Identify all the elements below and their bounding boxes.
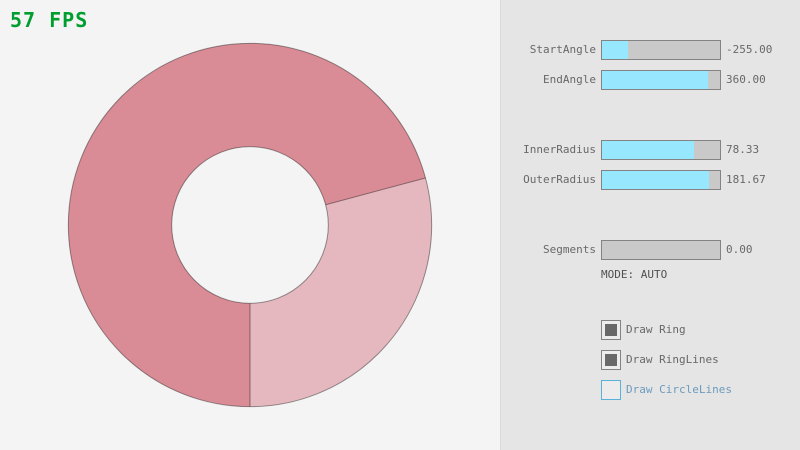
slider-row-segments: Segments 0.00 bbox=[501, 240, 800, 260]
checkbox-draw-circlelines[interactable] bbox=[601, 380, 621, 400]
slider-value-innerradius: 78.33 bbox=[726, 143, 760, 156]
slider-row-endangle: EndAngle 360.00 bbox=[501, 70, 800, 90]
slider-row-startangle: StartAngle -255.00 bbox=[501, 40, 800, 60]
slider-label-segments: Segments bbox=[543, 243, 596, 256]
checkbox-row-draw-ringlines: Draw RingLines bbox=[501, 350, 800, 370]
ring-sector bbox=[250, 177, 432, 407]
slider-row-outerradius: OuterRadius 181.67 bbox=[501, 170, 800, 190]
checkbox-draw-ring[interactable] bbox=[601, 320, 621, 340]
slider-fill-innerradius bbox=[602, 141, 695, 159]
slider-label-startangle: StartAngle bbox=[529, 43, 596, 56]
fps-counter: 57 FPS bbox=[10, 8, 89, 32]
ring-radial-line bbox=[325, 177, 426, 206]
mode-label: MODE: AUTO bbox=[601, 268, 668, 281]
slider-endangle[interactable] bbox=[601, 70, 721, 90]
slider-fill-endangle bbox=[602, 71, 709, 89]
checkbox-label-draw-ring: Draw Ring bbox=[626, 323, 686, 336]
slider-label-outerradius: OuterRadius bbox=[523, 173, 596, 186]
control-panel: StartAngle -255.00 EndAngle 360.00 Inner… bbox=[500, 0, 800, 450]
slider-value-endangle: 360.00 bbox=[726, 73, 766, 86]
slider-outerradius[interactable] bbox=[601, 170, 721, 190]
slider-value-segments: 0.00 bbox=[726, 243, 753, 256]
ring-sector bbox=[68, 43, 426, 407]
checkbox-draw-ringlines[interactable] bbox=[601, 350, 621, 370]
checkbox-draw-ringlines-checkmark bbox=[605, 354, 617, 366]
slider-segments[interactable] bbox=[601, 240, 721, 260]
slider-value-startangle: -255.00 bbox=[726, 43, 773, 56]
ring-inner-outline bbox=[171, 146, 329, 304]
slider-label-innerradius: InnerRadius bbox=[523, 143, 596, 156]
slider-fill-startangle bbox=[602, 41, 628, 59]
checkbox-draw-ring-checkmark bbox=[605, 324, 617, 336]
checkbox-label-draw-ringlines: Draw RingLines bbox=[626, 353, 719, 366]
checkbox-label-draw-circlelines: Draw CircleLines bbox=[626, 383, 732, 396]
ring-outer-outline bbox=[67, 42, 433, 408]
checkbox-row-draw-circlelines: Draw CircleLines bbox=[501, 380, 800, 400]
slider-fill-outerradius bbox=[602, 171, 710, 189]
slider-startangle[interactable] bbox=[601, 40, 721, 60]
slider-row-innerradius: InnerRadius 78.33 bbox=[501, 140, 800, 160]
slider-label-endangle: EndAngle bbox=[543, 73, 596, 86]
slider-innerradius[interactable] bbox=[601, 140, 721, 160]
checkbox-row-draw-ring: Draw Ring bbox=[501, 320, 800, 340]
slider-value-outerradius: 181.67 bbox=[726, 173, 766, 186]
